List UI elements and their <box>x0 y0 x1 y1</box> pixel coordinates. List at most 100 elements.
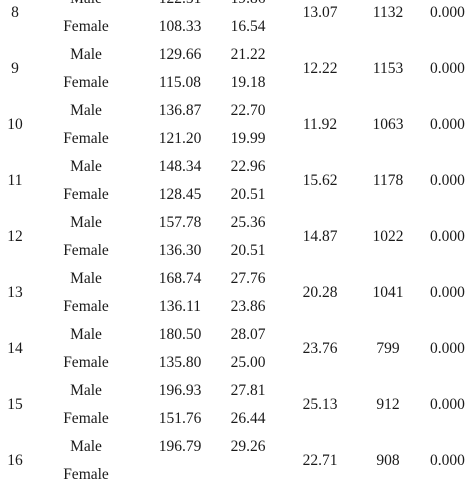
t-value-cell: 15.62 <box>302 172 338 189</box>
male-mean-cell: 148.34 <box>158 158 202 175</box>
male-sd-cell: 28.07 <box>230 326 266 343</box>
t-value-cell: 20.28 <box>302 284 338 301</box>
female-sd-cell <box>220 461 276 489</box>
male-sd-cell: 27.76 <box>230 270 266 287</box>
male-sd-cell: 22.96 <box>230 158 266 175</box>
age-cell: 14 <box>7 340 23 357</box>
male-sd-cell: 25.36 <box>230 214 266 231</box>
df-cell: 1132 <box>372 4 404 21</box>
table-row-group-age-10: 10 Male 136.87 22.70 Female 121.20 19.99… <box>0 97 474 153</box>
female-mean-cell <box>140 461 220 489</box>
table-row-group-age-13: 13 Male 168.74 27.76 Female 136.11 23.86… <box>0 265 474 321</box>
female-mean-cell: 151.76 <box>158 410 202 427</box>
table-row-group-age-12: 12 Male 157.78 25.36 Female 136.30 20.51… <box>0 209 474 265</box>
age-cell: 16 <box>7 452 23 469</box>
sex-cell-male: Male <box>70 270 102 287</box>
p-value-cell: 0.000 <box>430 172 465 189</box>
female-sd-cell: 20.51 <box>230 242 266 259</box>
sex-cell-male: Male <box>50 0 122 13</box>
age-cell: 9 <box>11 60 19 77</box>
female-sd-cell: 19.99 <box>230 130 266 147</box>
male-mean-cell: 129.66 <box>158 46 202 63</box>
male-mean-cell: 180.50 <box>158 326 202 343</box>
df-cell: 1022 <box>372 228 404 245</box>
male-sd-cell: 22.70 <box>230 102 266 119</box>
age-cell: 10 <box>7 116 23 133</box>
male-mean-cell: 196.93 <box>158 382 202 399</box>
sex-cell-female: Female <box>63 298 109 315</box>
p-value-cell: 0.000 <box>430 116 465 133</box>
male-sd-cell: 19.86 <box>220 0 276 13</box>
male-sd-cell: 29.26 <box>230 438 266 455</box>
female-mean-cell: 128.45 <box>158 186 202 203</box>
table-row-group-age-8: 8 Male 122.51 19.86 Female 108.33 16.54 … <box>0 0 474 41</box>
df-cell: 1063 <box>372 116 404 133</box>
age-cell: 12 <box>7 228 23 245</box>
male-mean-cell: 122.51 <box>140 0 220 13</box>
table-row-group-age-16: 16 Male 196.79 29.26 Female 22.71 908 0.… <box>0 433 474 489</box>
female-sd-cell: 16.54 <box>230 18 266 35</box>
t-value-cell: 11.92 <box>302 116 338 133</box>
p-value-cell: 0.000 <box>430 340 465 357</box>
male-mean-cell: 136.87 <box>158 102 202 119</box>
table-row-group-age-11: 11 Male 148.34 22.96 Female 128.45 20.51… <box>0 153 474 209</box>
female-mean-cell: 136.30 <box>158 242 202 259</box>
sex-cell-female: Female <box>63 74 109 91</box>
sex-cell-female: Female <box>63 410 109 427</box>
table-row-group-age-9: 9 Male 129.66 21.22 Female 115.08 19.18 … <box>0 41 474 97</box>
df-cell: 1153 <box>372 60 404 77</box>
male-mean-cell: 157.78 <box>158 214 202 231</box>
female-sd-cell: 26.44 <box>230 410 266 427</box>
sex-cell-male: Male <box>70 46 102 63</box>
female-mean-cell: 108.33 <box>158 18 202 35</box>
female-mean-cell: 115.08 <box>158 74 202 91</box>
table-row-group-age-14: 14 Male 180.50 28.07 Female 135.80 25.00… <box>0 321 474 377</box>
age-cell: 15 <box>7 396 23 413</box>
p-value-cell: 0.000 <box>430 396 465 413</box>
p-value-cell: 0.000 <box>430 4 465 21</box>
sex-cell-male: Male <box>70 326 102 343</box>
sex-cell-female: Female <box>63 130 109 147</box>
df-cell: 908 <box>376 452 400 469</box>
age-cell: 8 <box>11 4 19 21</box>
p-value-cell: 0.000 <box>430 452 465 469</box>
female-sd-cell: 25.00 <box>230 354 266 371</box>
age-cell: 13 <box>7 284 23 301</box>
df-cell: 1178 <box>372 172 404 189</box>
female-mean-cell: 136.11 <box>158 298 202 315</box>
p-value-cell: 0.000 <box>430 60 465 77</box>
t-value-cell: 14.87 <box>302 228 338 245</box>
t-value-cell: 13.07 <box>302 4 338 21</box>
male-mean-cell: 196.79 <box>158 438 202 455</box>
t-value-cell: 23.76 <box>302 340 338 357</box>
sex-cell-female: Female <box>63 242 109 259</box>
df-cell: 1041 <box>372 284 404 301</box>
p-value-cell: 0.000 <box>430 284 465 301</box>
female-mean-cell: 135.80 <box>158 354 202 371</box>
p-value-cell: 0.000 <box>430 228 465 245</box>
sex-cell-female: Female <box>63 186 109 203</box>
sex-cell-male: Male <box>70 102 102 119</box>
t-value-cell: 22.71 <box>302 452 338 469</box>
male-sd-cell: 27.81 <box>230 382 266 399</box>
sex-cell-male: Male <box>70 214 102 231</box>
male-sd-cell: 21.22 <box>230 46 266 63</box>
sex-cell-female: Female <box>63 18 109 35</box>
df-cell: 912 <box>376 396 400 413</box>
female-sd-cell: 23.86 <box>230 298 266 315</box>
female-sd-cell: 19.18 <box>230 74 266 91</box>
sex-cell-female: Female <box>63 354 109 371</box>
t-value-cell: 25.13 <box>302 396 338 413</box>
sex-cell-female: Female <box>63 466 109 483</box>
df-cell: 799 <box>376 340 400 357</box>
sex-cell-male: Male <box>70 158 102 175</box>
sex-cell-male: Male <box>70 438 102 455</box>
t-value-cell: 12.22 <box>302 60 338 77</box>
female-sd-cell: 20.51 <box>230 186 266 203</box>
sex-cell-male: Male <box>70 382 102 399</box>
age-cell: 11 <box>7 172 23 189</box>
male-mean-cell: 168.74 <box>158 270 202 287</box>
female-mean-cell: 121.20 <box>158 130 202 147</box>
table-row-group-age-15: 15 Male 196.93 27.81 Female 151.76 26.44… <box>0 377 474 433</box>
